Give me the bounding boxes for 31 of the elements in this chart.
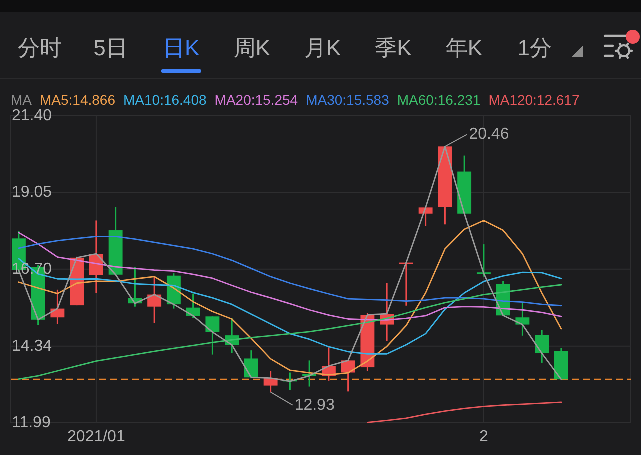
annotation: 12.93 <box>294 396 335 414</box>
text: 5日 <box>94 36 128 60</box>
candlestick <box>244 350 258 378</box>
annotation: 20.46 <box>469 126 510 144</box>
legend-title: MA <box>11 92 33 108</box>
candlestick <box>206 316 220 356</box>
candlestick <box>535 330 550 364</box>
y-tick-label: 14.34 <box>12 338 52 355</box>
y-tick-label: 11.99 <box>12 414 51 432</box>
text: 月K <box>304 36 342 60</box>
text: 周K <box>234 36 271 60</box>
candlestick <box>476 244 491 278</box>
text: MA120:12.617 <box>488 92 580 108</box>
y-tick-label: 21.40 <box>12 108 52 124</box>
y-tick-label: 19.05 <box>12 184 52 202</box>
text: 分时 <box>18 36 62 60</box>
y-tick-label: 16.70 <box>12 260 52 278</box>
text: 1分 <box>518 36 552 60</box>
candlestick <box>516 302 530 337</box>
x-tick-label: 2021/01 <box>68 428 126 446</box>
text: MA5:14.866 <box>40 92 116 108</box>
text: 季K <box>375 36 412 60</box>
text: MA10:16.408 <box>124 92 207 108</box>
text: MA20:15.254 <box>214 92 298 108</box>
text: MA30:15.583 <box>306 92 390 108</box>
candlestick <box>264 370 278 394</box>
text: 年K <box>446 36 483 60</box>
text: MA60:16.231 <box>397 92 481 108</box>
x-tick-label: 2 <box>479 428 488 446</box>
line-series <box>366 402 562 424</box>
text: 日K <box>163 36 200 60</box>
